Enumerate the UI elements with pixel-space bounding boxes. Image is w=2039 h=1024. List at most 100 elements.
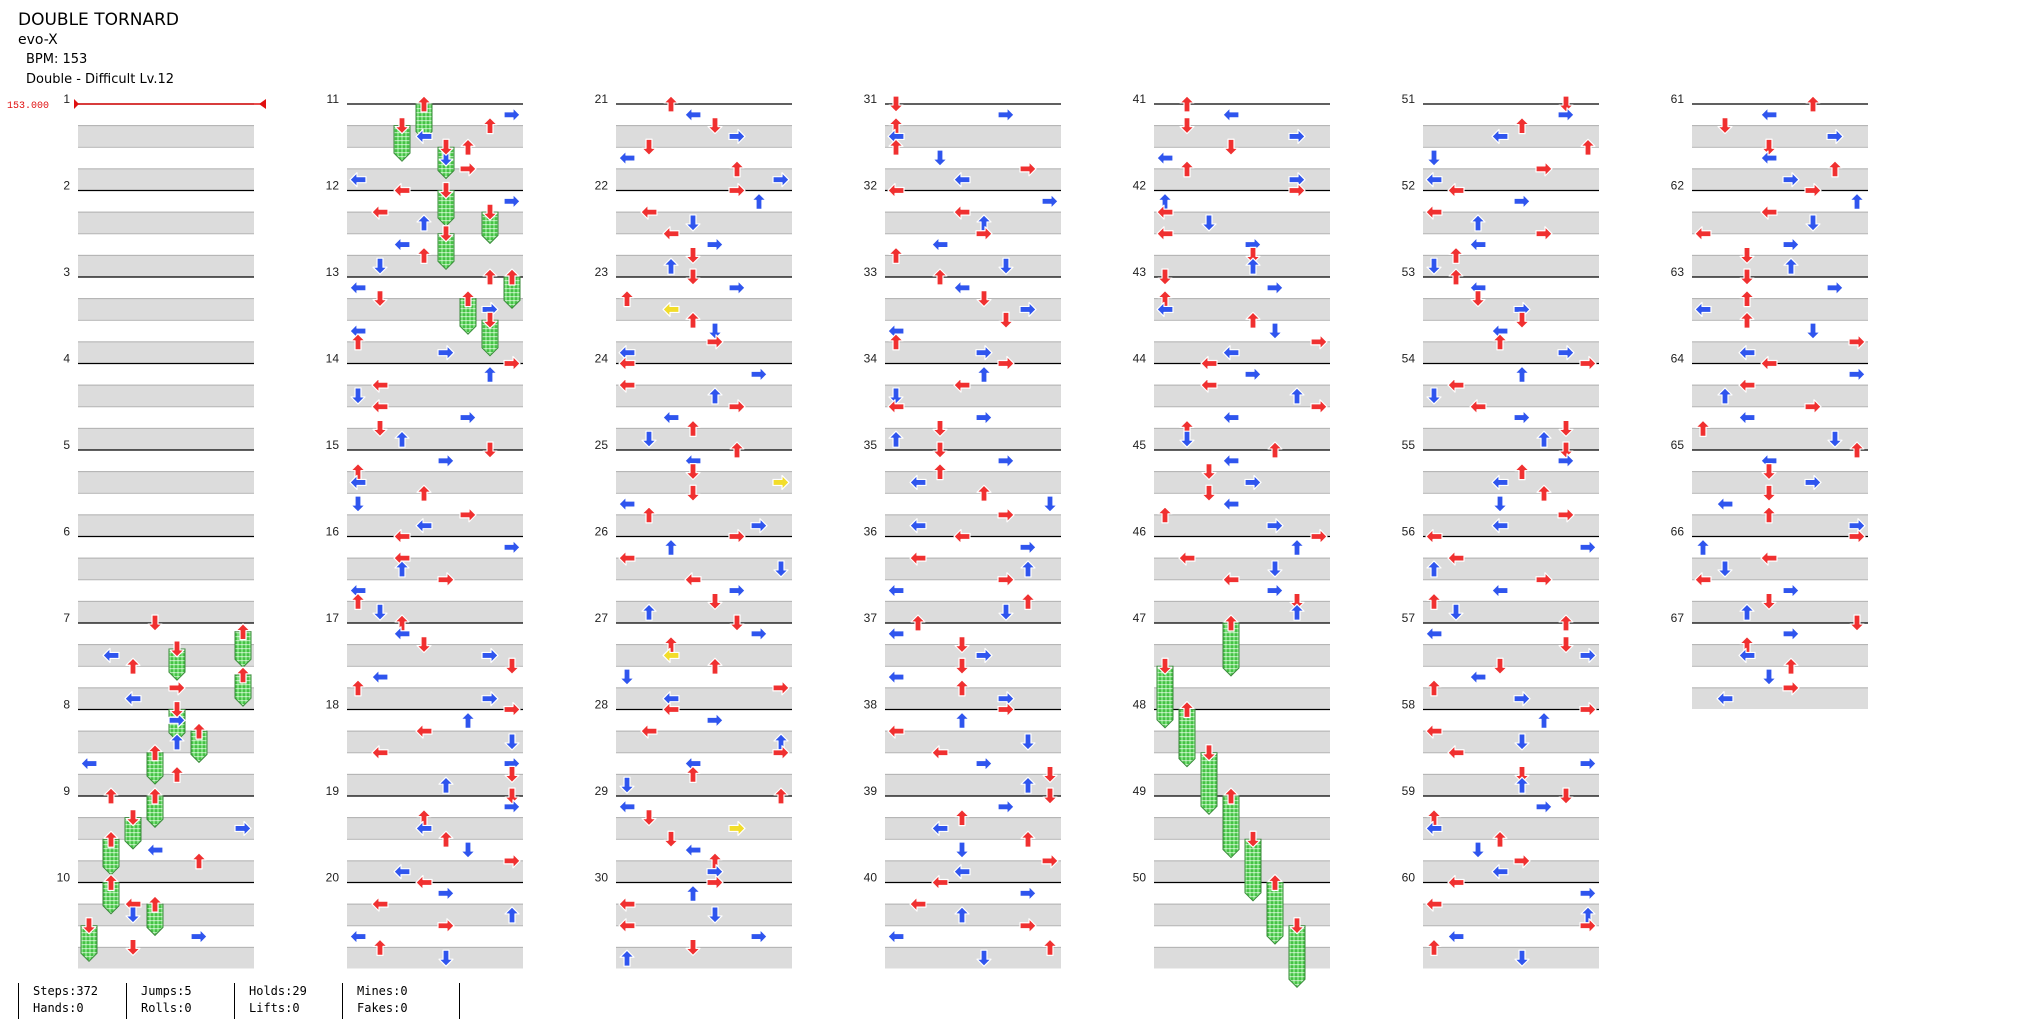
- measure-number: 57: [1402, 611, 1416, 625]
- beat-stripe: [616, 427, 792, 450]
- arrow-down-icon: [685, 246, 701, 264]
- beat-stripe: [1692, 427, 1868, 450]
- arrow-shape: [1805, 95, 1821, 113]
- arrow-left-icon: [1469, 399, 1487, 415]
- arrow-shape: [1804, 474, 1822, 491]
- beat-stripe: [1692, 687, 1868, 709]
- arrow-shape: [349, 928, 367, 945]
- arrow-left-icon: [887, 582, 905, 599]
- arrow-up-icon: [1042, 938, 1058, 956]
- beat-stripe: [1692, 471, 1868, 493]
- arrow-shape: [1783, 257, 1799, 275]
- hold-note: [481, 211, 499, 245]
- arrow-left-icon: [662, 647, 680, 664]
- beat-stripe: [1154, 341, 1330, 363]
- arrow-up-icon: [954, 906, 970, 924]
- beat-stripe: [1692, 125, 1868, 147]
- beat-stripe: [1154, 773, 1330, 796]
- arrow-right-icon: [772, 680, 790, 696]
- arrow-down-icon: [1761, 592, 1777, 610]
- measure-3: [78, 276, 254, 363]
- arrow-shape: [887, 399, 905, 415]
- arrow-shape: [887, 669, 905, 685]
- arrow-shape: [954, 711, 970, 729]
- arrow-left-icon: [640, 204, 658, 220]
- song-header: DOUBLE TORNARD evo-X BPM: 153 Double - D…: [18, 10, 179, 90]
- arrow-down-icon: [773, 560, 789, 578]
- arrow-shape: [663, 95, 679, 113]
- arrow-down-icon: [1289, 917, 1305, 935]
- arrow-shape: [975, 345, 993, 361]
- arrow-right-icon: [750, 626, 768, 642]
- hold-note: [168, 648, 186, 681]
- arrow-shape: [103, 873, 119, 892]
- arrow-up-icon: [394, 560, 410, 578]
- arrow-down-icon: [1739, 268, 1755, 286]
- arrow-shape: [954, 841, 970, 859]
- arrow-shape: [1310, 334, 1328, 350]
- arrow-shape: [191, 722, 207, 740]
- arrow-shape: [504, 268, 520, 286]
- measure-40: [885, 881, 1061, 969]
- arrow-left-icon: [1738, 647, 1756, 664]
- beat-stripe: [1154, 860, 1330, 882]
- measure-11: [347, 103, 523, 190]
- arrow-shape: [125, 809, 141, 827]
- measure-number: 39: [864, 784, 878, 798]
- arrow-down-icon: [641, 138, 657, 156]
- arrow-shape: [1514, 733, 1530, 751]
- arrow-right-icon: [459, 409, 477, 426]
- arrow-left-icon: [1491, 582, 1509, 599]
- hold-note: [1266, 882, 1284, 945]
- beat-stripe: [1423, 730, 1599, 753]
- arrow-down-icon: [1805, 322, 1821, 340]
- arrow-shape: [1425, 820, 1443, 837]
- arrow-left-icon: [1760, 150, 1778, 166]
- arrow-shape: [190, 928, 208, 945]
- arrow-shape: [1738, 345, 1756, 361]
- arrow-right-icon: [503, 701, 521, 718]
- arrow-down-icon: [1492, 495, 1508, 513]
- arrow-left-icon: [1222, 409, 1240, 426]
- hold-note: [459, 298, 477, 335]
- arrow-down-icon: [619, 776, 635, 794]
- arrow-right-icon: [1579, 755, 1597, 772]
- arrow-shape: [954, 679, 970, 697]
- arrow-down-icon: [1201, 214, 1217, 232]
- arrow-down-icon: [685, 484, 701, 502]
- arrow-right-icon: [1782, 236, 1800, 253]
- arrow-shape: [504, 733, 520, 751]
- arrow-shape: [1288, 128, 1306, 145]
- arrow-shape: [1514, 776, 1530, 794]
- arrow-shape: [1849, 441, 1865, 459]
- arrow-left-icon: [1738, 345, 1756, 361]
- arrow-up-icon: [103, 787, 119, 805]
- arrow-shape: [1042, 495, 1058, 513]
- hold-note: [1222, 795, 1240, 859]
- arrow-shape: [1019, 539, 1037, 555]
- arrow-shape: [662, 409, 680, 426]
- measure-6: [78, 535, 254, 623]
- arrow-shape: [618, 496, 636, 512]
- arrow-up-icon: [1020, 830, 1036, 848]
- arrow-left-icon: [415, 128, 433, 145]
- arrow-shape: [350, 333, 366, 351]
- arrow-up-icon: [888, 138, 904, 156]
- arrow-right-icon: [1535, 161, 1553, 177]
- arrow-shape: [728, 528, 746, 545]
- arrow-left-icon: [953, 280, 971, 296]
- arrow-left-icon: [1469, 236, 1487, 253]
- measure-number: 51: [1402, 92, 1416, 106]
- arrow-left-icon: [1222, 345, 1240, 361]
- arrow-shape: [1804, 182, 1822, 199]
- arrow-shape: [932, 463, 948, 481]
- arrow-shape: [641, 138, 657, 156]
- arrow-right-icon: [1535, 572, 1553, 588]
- arrow-shape: [1738, 377, 1756, 393]
- arrow-shape: [1761, 592, 1777, 610]
- arrow-shape: [663, 830, 679, 848]
- arrow-shape: [773, 560, 789, 578]
- arrow-shape: [438, 830, 454, 848]
- arrow-shape: [1760, 355, 1778, 372]
- arrow-right-icon: [1557, 345, 1575, 361]
